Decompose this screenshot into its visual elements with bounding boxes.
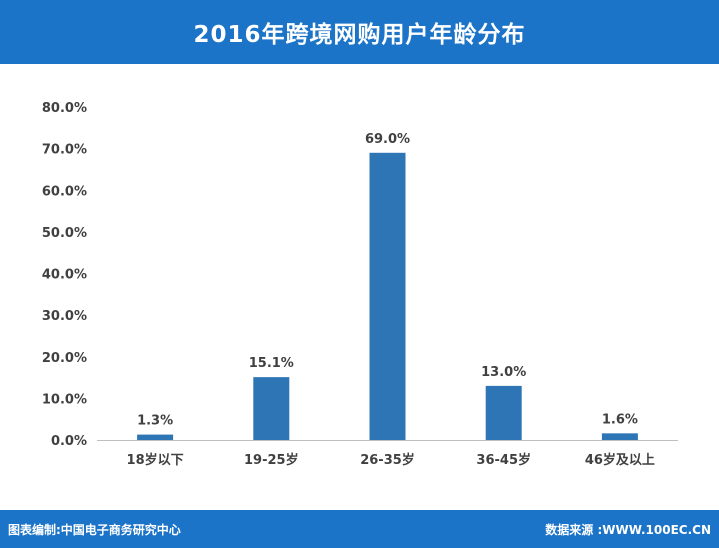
bar-data-label: 1.3% <box>137 414 173 429</box>
x-tick-label: 18岁以下 <box>127 452 184 468</box>
chart-area: 0.0% 10.0% 20.0% 30.0% 40.0% 50.0% 60.0% 70.0% 8… <box>0 64 719 510</box>
bar-data-label: 1.6% <box>602 412 638 427</box>
y-tick-label: 30.0% <box>42 309 87 324</box>
y-tick-label: 40.0% <box>42 268 87 283</box>
y-tick-label: 50.0% <box>42 226 87 241</box>
x-tick-label: 26-35岁 <box>360 452 415 468</box>
x-tick-label: 46岁及以上 <box>585 452 655 468</box>
x-tick-label: 19-25岁 <box>244 452 299 468</box>
footer-source: 数据来源 :WWW.100EC.CN <box>545 522 711 537</box>
bar-chart: 0.0% 10.0% 20.0% 30.0% 40.0% 50.0% 60.0% 70.0% 8… <box>42 101 678 468</box>
bar <box>253 377 290 440</box>
data-labels-group: 1.3% 15.1% 69.0% 13.0% 1.6% <box>137 132 638 429</box>
bar-data-label: 15.1% <box>249 356 294 371</box>
y-tick-label: 10.0% <box>42 392 87 407</box>
bar-data-label: 69.0% <box>365 132 410 147</box>
x-tick-label: 36-45岁 <box>476 452 531 468</box>
y-axis-ticks: 0.0% 10.0% 20.0% 30.0% 40.0% 50.0% 60.0% 70.0% 8… <box>42 101 87 449</box>
bar <box>137 434 174 440</box>
y-tick-label: 70.0% <box>42 143 87 158</box>
y-tick-label: 60.0% <box>42 184 87 199</box>
chart-title: 2016年跨境网购用户年龄分布 <box>193 22 526 48</box>
bar-data-label: 13.0% <box>481 365 526 380</box>
y-tick-label: 20.0% <box>42 351 87 366</box>
footer-credit: 图表编制:中国电子商务研究中心 <box>8 522 181 537</box>
bars-group <box>137 152 638 440</box>
y-tick-label: 80.0% <box>42 101 87 116</box>
x-axis-ticks: 18岁以下 19-25岁 26-35岁 36-45岁 46岁及以上 <box>127 452 655 468</box>
bar <box>485 385 522 440</box>
y-tick-label: 0.0% <box>51 434 87 449</box>
bar <box>369 152 406 440</box>
chart-header: 2016年跨境网购用户年龄分布 <box>0 0 719 64</box>
chart-footer: 图表编制:中国电子商务研究中心 数据来源 :WWW.100EC.CN <box>0 510 719 548</box>
bar <box>601 433 638 440</box>
